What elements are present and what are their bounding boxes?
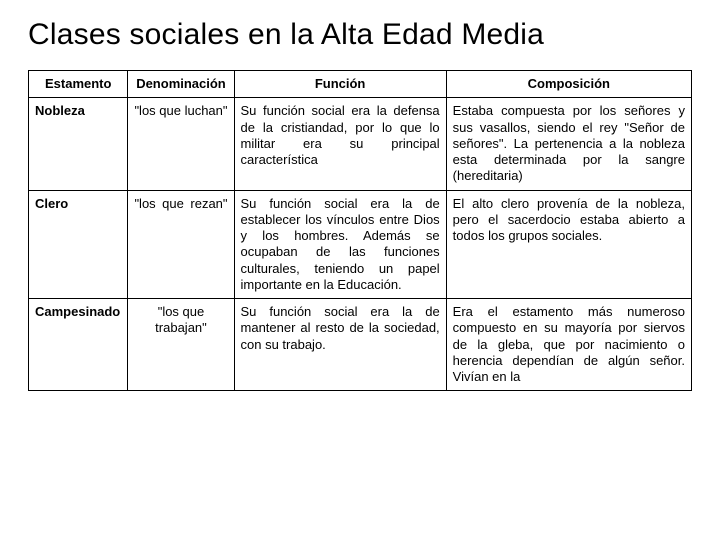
cell-estamento: Campesinado	[29, 299, 128, 391]
cell-estamento: Clero	[29, 190, 128, 299]
col-estamento: Estamento	[29, 71, 128, 98]
col-denominacion: Denominación	[128, 71, 234, 98]
cell-estamento: Nobleza	[29, 98, 128, 190]
page-title: Clases sociales en la Alta Edad Media	[28, 18, 692, 52]
cell-denominacion: "los que rezan"	[128, 190, 234, 299]
table-row: Nobleza "los que luchan" Su función soci…	[29, 98, 692, 190]
cell-composicion: Estaba compuesta por los señores y sus v…	[446, 98, 691, 190]
cell-composicion: El alto clero provenía de la nobleza, pe…	[446, 190, 691, 299]
cell-funcion: Su función social era la defensa de la c…	[234, 98, 446, 190]
social-classes-table: Estamento Denominación Función Composici…	[28, 70, 692, 391]
cell-funcion: Su función social era la de establecer l…	[234, 190, 446, 299]
page-container: Clases sociales en la Alta Edad Media Es…	[0, 0, 720, 540]
cell-denominacion: "los que luchan"	[128, 98, 234, 190]
table-header-row: Estamento Denominación Función Composici…	[29, 71, 692, 98]
cell-composicion: Era el estamento más numeroso compuesto …	[446, 299, 691, 391]
col-composicion: Composición	[446, 71, 691, 98]
cell-denominacion: "los que trabajan"	[128, 299, 234, 391]
cell-funcion: Su función social era la de mantener al …	[234, 299, 446, 391]
table-row: Clero "los que rezan" Su función social …	[29, 190, 692, 299]
table-row: Campesinado "los que trabajan" Su funció…	[29, 299, 692, 391]
col-funcion: Función	[234, 71, 446, 98]
